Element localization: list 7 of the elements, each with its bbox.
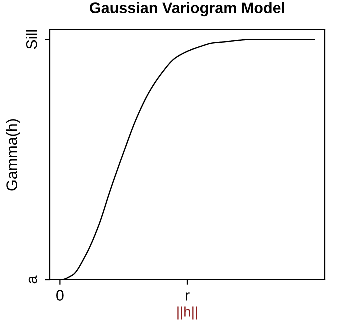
- x-tick-label: 0: [56, 290, 64, 301]
- text: Sill: [26, 30, 38, 50]
- y-axis-title: Gamma(h): [6, 119, 20, 191]
- text: a: [28, 276, 38, 284]
- x-tick-label: r: [186, 292, 190, 301]
- chart-title: Gaussian Variogram Model: [90, 2, 284, 17]
- x-axis-title: ||h||: [178, 306, 198, 320]
